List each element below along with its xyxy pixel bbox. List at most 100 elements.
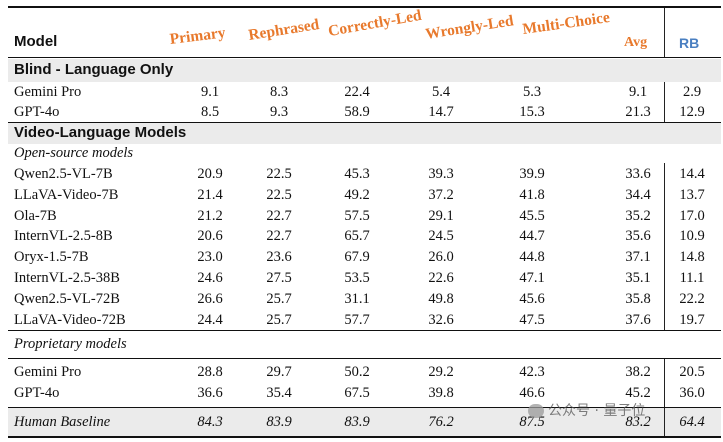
bottom-rule [8, 436, 721, 438]
section-proprietary: Proprietary models [14, 336, 127, 352]
row-cell: 9.1 [200, 84, 220, 100]
row-cell: 35.2 [625, 207, 651, 224]
row-cell: 12.9 [679, 104, 705, 120]
row-model-name: Human Baseline [14, 414, 111, 430]
row-cell: 29.1 [428, 207, 454, 224]
row-model-name: Qwen2.5-VL-7B [14, 166, 113, 182]
table-row: Qwen2.5-VL-7B 20.9 22.5 45.3 39.3 39.9 33.6 14.… [0, 164, 723, 184]
header-col-3: Wrongly-Led [424, 12, 515, 44]
row-cell: 58.9 [344, 104, 370, 120]
video-section-band [8, 123, 721, 144]
row-cell: 20.9 [197, 166, 223, 182]
row-cell: 29.7 [266, 364, 292, 380]
row-cell: 35.8 [625, 290, 651, 307]
header-col-0: Primary [168, 24, 227, 49]
row-cell: 10.9 [679, 228, 705, 245]
table-row: Qwen2.5-VL-72B 26.6 25.7 31.1 49.8 45.6 35.8 22… [0, 289, 723, 309]
row-cell: 87.5 [519, 414, 545, 430]
row-cell: 22.2 [679, 290, 705, 307]
row-cell: 65.7 [344, 228, 370, 245]
top-rule [8, 6, 721, 8]
row-cell: 29.2 [428, 364, 454, 380]
row-cell: 5.4 [431, 84, 451, 100]
row-cell: 24.6 [197, 270, 223, 286]
row-cell: 36.6 [197, 385, 223, 401]
wechat-icon [528, 404, 544, 418]
header-col-6: RB [679, 35, 700, 51]
row-cell: 5.3 [522, 84, 542, 100]
watermark-text: 公众号 · 量子位 [548, 403, 646, 419]
row-cell: 57.5 [344, 207, 370, 224]
row-cell: 31.1 [344, 290, 370, 307]
table-row: Ola-7B 21.2 22.7 57.5 29.1 45.5 35.2 17.0 [0, 206, 723, 226]
row-model-name: LLaVA-Video-7B [14, 186, 119, 203]
row-cell: 24.4 [197, 311, 223, 328]
row-cell: 50.2 [344, 364, 370, 380]
row-cell: 22.5 [266, 186, 292, 203]
row-cell: 27.5 [266, 270, 292, 286]
row-cell: 39.9 [519, 166, 545, 182]
row-cell: 83.9 [344, 414, 370, 430]
row-cell: 2.9 [682, 84, 702, 100]
row-cell: 22.4 [344, 84, 370, 100]
row-model-name: InternVL-2.5-38B [14, 270, 120, 286]
table-row: Gemini Pro 9.1 8.3 22.4 5.4 5.3 9.1 2.9 [0, 82, 723, 102]
row-cell: 26.0 [428, 249, 454, 266]
row-model-name: LLaVA-Video-72B [14, 311, 126, 328]
row-cell: 39.8 [428, 385, 454, 401]
table-row: LLaVA-Video-7B 21.4 22.5 49.2 37.2 41.8 34.4 13… [0, 185, 723, 205]
row-cell: 25.7 [266, 290, 292, 307]
row-cell: 24.5 [428, 228, 454, 245]
human-top-rule [8, 407, 721, 408]
table-row: LLaVA-Video-72B 24.4 25.7 57.7 32.6 47.5 37.6 1… [0, 310, 723, 330]
blind-section-band [8, 59, 721, 82]
row-cell: 21.4 [197, 186, 223, 203]
row-model-name: GPT-4o [14, 385, 60, 401]
row-model-name: Gemini Pro [14, 84, 82, 100]
row-cell: 14.8 [679, 249, 705, 266]
row-cell: 9.1 [628, 84, 648, 100]
row-cell: 23.6 [266, 249, 292, 266]
section-blind: Blind - Language Only [14, 61, 174, 78]
header-col-5: Avg [624, 35, 648, 50]
table-row: GPT-4o 36.6 35.4 67.5 39.8 46.6 45.2 36.0 [0, 383, 723, 403]
section-video: Video-Language Models [14, 124, 187, 141]
row-cell: 67.9 [344, 249, 370, 266]
row-cell: 45.6 [519, 290, 545, 307]
table-row: Oryx-1.5-7B 23.0 23.6 67.9 26.0 44.8 37.1 14.8 [0, 247, 723, 267]
row-cell: 45.3 [344, 166, 370, 182]
row-cell: 49.2 [344, 186, 370, 203]
row-cell: 47.1 [519, 270, 545, 286]
row-cell: 38.2 [625, 364, 651, 380]
row-cell: 33.6 [625, 166, 651, 182]
row-cell: 35.1 [625, 270, 651, 286]
row-model-name: GPT-4o [14, 104, 60, 120]
row-cell: 32.6 [428, 311, 454, 328]
row-cell: 15.3 [519, 104, 545, 120]
open-bottom-rule [8, 330, 721, 331]
row-model-name: InternVL-2.5-8B [14, 228, 113, 245]
row-cell: 41.8 [519, 186, 545, 203]
row-cell: 34.4 [625, 186, 651, 203]
row-cell: 83.9 [266, 414, 292, 430]
header-col-4: Multi-Choice [521, 8, 611, 39]
header-col-2: Correctly-Led [326, 6, 423, 41]
row-cell: 45.2 [625, 385, 651, 401]
table-row: InternVL-2.5-8B 20.6 22.7 65.7 24.5 44.7 35.6 1… [0, 226, 723, 246]
row-cell: 28.8 [197, 364, 223, 380]
rb-separator [664, 8, 665, 57]
row-cell: 57.7 [344, 311, 370, 328]
row-cell: 13.7 [679, 186, 705, 203]
table-row: InternVL-2.5-38B 24.6 27.5 53.5 22.6 47.1 35.1… [0, 268, 723, 288]
row-cell: 22.6 [428, 270, 454, 286]
row-cell: 20.6 [197, 228, 223, 245]
row-cell: 21.3 [625, 104, 651, 120]
rb-separator [664, 163, 665, 330]
row-cell: 22.7 [266, 228, 292, 245]
row-cell: 46.6 [519, 385, 545, 401]
header-model: Model [14, 33, 58, 50]
row-cell: 42.3 [519, 364, 545, 380]
row-cell: 19.7 [679, 311, 705, 328]
row-cell: 45.5 [519, 207, 545, 224]
